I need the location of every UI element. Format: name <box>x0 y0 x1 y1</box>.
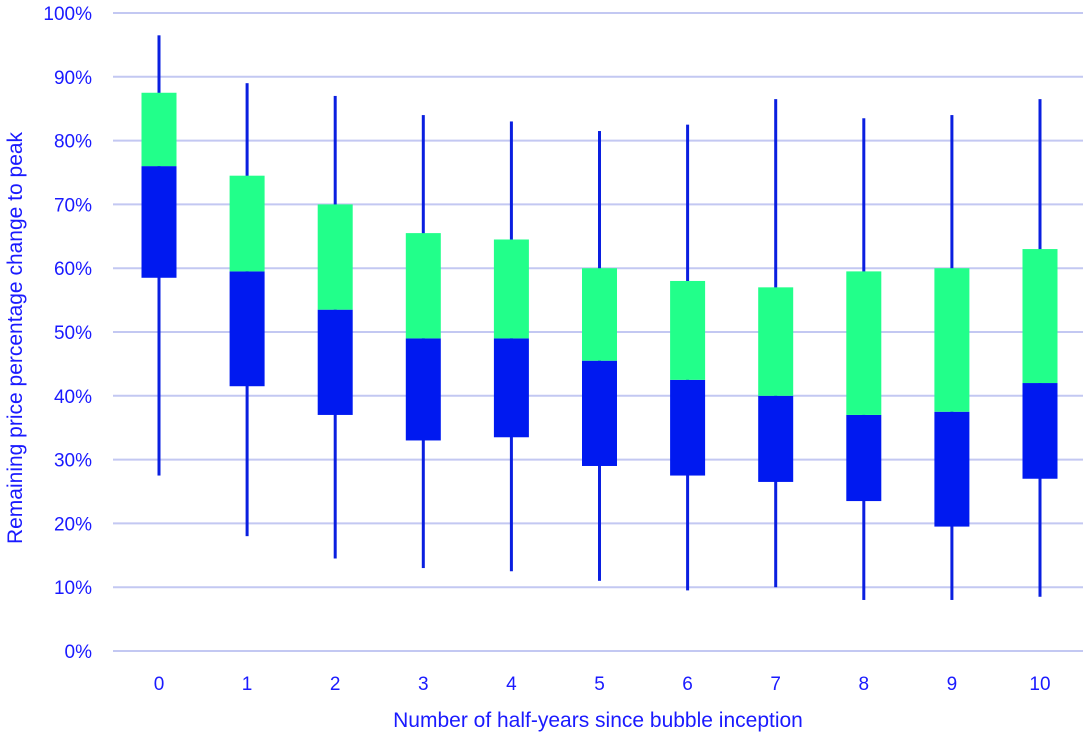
x-tick-label: 3 <box>418 674 429 695</box>
box-lower-segment <box>846 414 882 502</box>
y-tick-label: 0% <box>65 642 93 663</box>
box-lower-segment <box>229 271 265 387</box>
y-tick-label: 10% <box>54 578 92 599</box>
box-upper-segment <box>141 92 177 167</box>
box-upper-segment <box>582 268 617 361</box>
x-tick-label: 2 <box>330 674 341 695</box>
y-tick-label: 100% <box>43 4 92 25</box>
x-tick-label: 10 <box>1029 674 1050 695</box>
box-lower-segment <box>670 379 706 476</box>
box-lower-segment <box>1022 383 1058 479</box>
x-tick-label: 8 <box>859 674 870 695</box>
box-lower-segment <box>582 360 617 466</box>
box-lower-segment <box>141 166 177 278</box>
x-tick-label: 4 <box>506 674 517 695</box>
y-tick-label: 90% <box>54 68 92 89</box>
box-lower-segment <box>758 395 794 482</box>
x-tick-label: 0 <box>154 674 165 695</box>
x-tick-label: 5 <box>594 674 605 695</box>
box-upper-segment <box>493 239 529 339</box>
y-tick-label: 20% <box>54 514 92 535</box>
box-upper-segment <box>846 271 882 415</box>
box-upper-segment <box>670 280 706 380</box>
x-axis-ticks: 0 1 2 3 4 5 6 7 8 9 10 <box>154 674 1051 695</box>
y-axis-title: Remaining price percentage change to pea… <box>4 131 27 544</box>
box-upper-segment <box>934 268 970 412</box>
y-tick-label: 30% <box>54 451 92 472</box>
y-tick-label: 50% <box>54 323 92 344</box>
x-tick-label: 1 <box>242 674 253 695</box>
y-tick-label: 40% <box>54 387 92 408</box>
y-tick-label: 80% <box>54 132 92 153</box>
box-lower-segment <box>934 411 970 527</box>
x-tick-label: 9 <box>947 674 958 695</box>
box-upper-segment <box>405 233 441 339</box>
y-tick-label: 60% <box>54 259 92 280</box>
boxes <box>141 92 1058 527</box>
x-tick-label: 7 <box>770 674 781 695</box>
box-upper-segment <box>317 204 353 310</box>
box-upper-segment <box>758 287 794 396</box>
x-tick-label: 6 <box>682 674 693 695</box>
box-lower-segment <box>493 338 529 438</box>
box-lower-segment <box>405 338 441 441</box>
box-lower-segment <box>317 309 353 415</box>
y-axis-ticks: 0% 10% 20% 30% 40% 50% 60% 70% 80% 90% 100% <box>43 4 92 663</box>
y-tick-label: 70% <box>54 195 92 216</box>
box-upper-segment <box>1022 249 1058 384</box>
x-axis-title: Number of half-years since bubble incept… <box>393 709 803 732</box>
box-upper-segment <box>229 175 265 272</box>
